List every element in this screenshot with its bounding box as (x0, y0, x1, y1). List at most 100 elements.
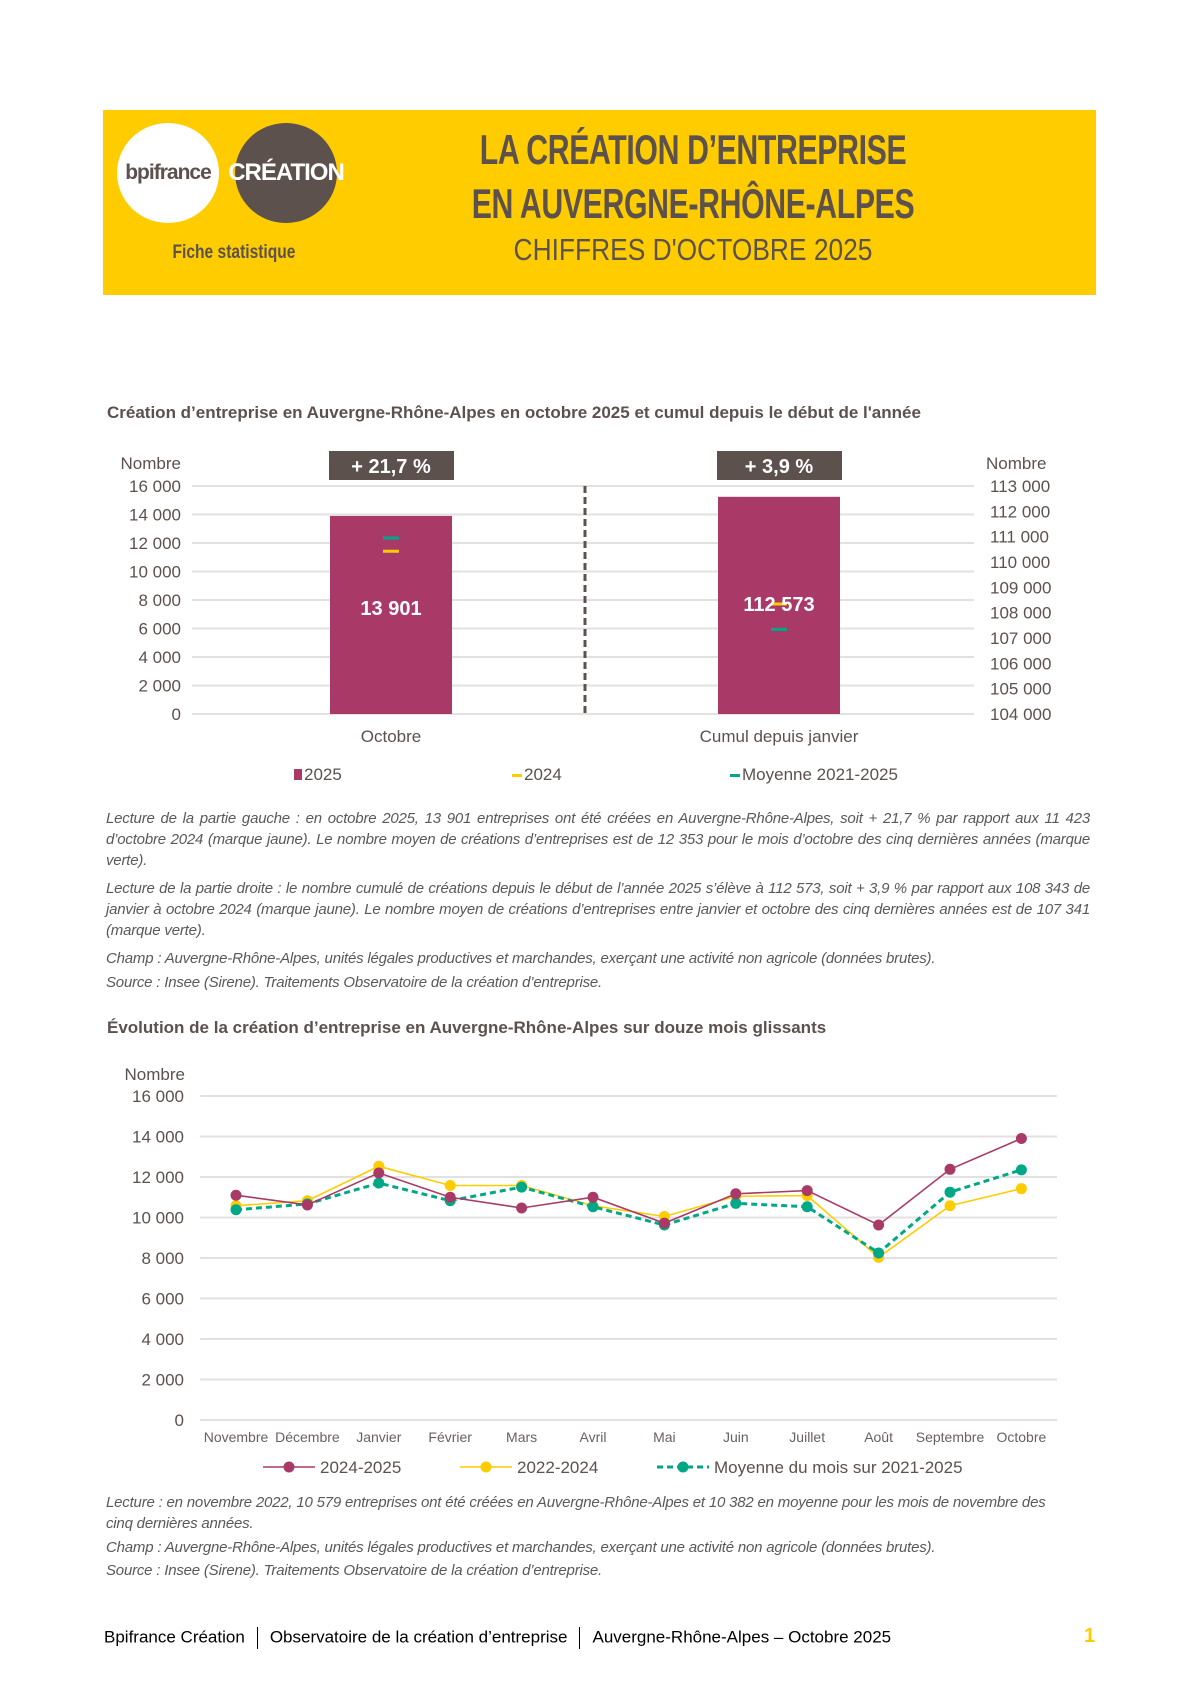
change-badge-label: + 21,7 % (351, 456, 431, 478)
bar-value-label: 13 901 (360, 598, 421, 620)
data-point (944, 1163, 956, 1175)
category-label: Cumul depuis janvier (700, 727, 859, 746)
series-line-1 (235, 1165, 1022, 1259)
data-point (587, 1191, 599, 1203)
x-tick-label: Mai (653, 1429, 676, 1445)
series-line-2 (235, 1168, 1022, 1255)
marker-average (771, 627, 787, 631)
legend-swatch-2025 (294, 769, 302, 780)
data-point (230, 1189, 242, 1201)
data-point (1015, 1164, 1027, 1176)
header-banner: bpifrance CRÉATION Fiche statistique LA … (103, 110, 1096, 295)
y-tick-label: 16 000 (132, 1087, 184, 1106)
series-line-0 (235, 1137, 1022, 1226)
divider (256, 1627, 258, 1649)
data-point (516, 1181, 528, 1193)
data-point (373, 1167, 385, 1179)
right-tick-label: 109 000 (990, 578, 1051, 597)
legend-label: 2022-2024 (517, 1458, 598, 1477)
chart1-title: Création d’entreprise en Auvergne-Rhône-… (107, 403, 921, 422)
x-tick-label: Janvier (356, 1429, 401, 1445)
note-left-reading: Lecture de la partie gauche : en octobre… (106, 810, 1090, 869)
x-tick-label: Mars (506, 1429, 537, 1445)
footer-region-date: Auvergne-Rhône-Alpes – Octobre 2025 (592, 1627, 892, 1647)
data-point (444, 1191, 456, 1203)
note-source: Source : Insee (Sirene). Traitements Obs… (106, 974, 603, 991)
left-tick-label: 10 000 (129, 563, 181, 582)
y-tick-label: 8 000 (141, 1249, 184, 1268)
x-tick-label: Août (864, 1429, 893, 1445)
y-tick-label: 2 000 (141, 1371, 184, 1390)
legend-label: 2025 (304, 765, 342, 784)
page-title-line1: LA CRÉATION D’ENTREPRISE (479, 126, 907, 173)
footer-brand: Bpifrance Création (104, 1627, 245, 1647)
y-tick-label: 4 000 (141, 1330, 184, 1349)
fiche-label: Fiche statistique (172, 242, 296, 263)
left-tick-label: 0 (172, 705, 181, 724)
legend-swatch (730, 774, 740, 777)
data-point (944, 1186, 956, 1198)
chart2-notes: Lecture : en novembre 2022, 10 579 entre… (106, 1492, 1066, 1588)
x-tick-label: Septembre (916, 1429, 985, 1445)
divider (579, 1627, 581, 1649)
right-tick-label: 107 000 (990, 629, 1051, 648)
right-tick-label: 113 000 (990, 477, 1050, 496)
legend-swatch (512, 774, 522, 777)
page-number: 1 (1084, 1625, 1096, 1647)
page-title-line2: EN AUVERGNE-RHÔNE-ALPES (471, 180, 915, 227)
right-tick-label: 110 000 (990, 553, 1050, 572)
change-badge-label: + 3,9 % (745, 456, 814, 478)
change-badge (329, 451, 454, 480)
bar-2025 (330, 515, 452, 714)
data-point (301, 1199, 313, 1211)
left-tick-label: 6 000 (138, 620, 181, 639)
legend-marker (283, 1461, 295, 1473)
marker-average (383, 536, 399, 540)
data-point (873, 1219, 885, 1231)
data-point (230, 1204, 242, 1216)
legend-label: 2024 (524, 765, 562, 784)
data-point (730, 1197, 742, 1209)
data-point (1015, 1183, 1027, 1195)
data-point (801, 1201, 813, 1213)
y-tick-label: 10 000 (132, 1209, 184, 1228)
data-point (873, 1247, 885, 1259)
left-axis-label: Nombre (121, 454, 181, 473)
note-reading: Lecture : en novembre 2022, 10 579 entre… (106, 1494, 1046, 1532)
data-point (658, 1217, 670, 1229)
chart2-title: Évolution de la création d’entreprise en… (107, 1018, 827, 1037)
data-point (444, 1180, 456, 1192)
legend-label: Moyenne du mois sur 2021-2025 (714, 1458, 963, 1477)
note-right-reading: Lecture de la partie droite : le nombre … (106, 880, 1090, 939)
y-tick-label: 6 000 (141, 1290, 184, 1309)
data-point (944, 1200, 956, 1212)
page-subtitle: CHIFFRES D'OCTOBRE 2025 (513, 232, 873, 267)
line-chart: 0 2 000 4 000 6 000 8 000 10 000 12 000 14 000 1… (125, 1065, 1057, 1477)
right-tick-label: 106 000 (990, 654, 1051, 673)
data-point (373, 1177, 385, 1189)
data-point (1015, 1133, 1027, 1145)
footer-observatory: Observatoire de la création d’entreprise (269, 1627, 568, 1647)
data-point (801, 1185, 813, 1197)
y-tick-label: 0 (175, 1411, 184, 1430)
left-tick-label: 2 000 (138, 677, 181, 696)
left-tick-label: 14 000 (129, 506, 181, 525)
x-tick-label: Juin (723, 1429, 749, 1445)
left-tick-label: 12 000 (129, 534, 181, 553)
note-champ: Champ : Auvergne-Rhône-Alpes, unités lég… (106, 1539, 936, 1556)
legend-marker (480, 1461, 492, 1473)
x-tick-label: Novembre (204, 1429, 269, 1445)
left-tick-label: 16 000 (129, 477, 181, 496)
data-point (730, 1188, 742, 1200)
bar-chart: 0 2 000 4 000 6 000 8 000 10 000 12 000 14 000 1… (121, 451, 1051, 784)
left-tick-label: 8 000 (138, 591, 181, 610)
legend-marker (677, 1461, 689, 1473)
x-tick-label: Juillet (789, 1429, 825, 1445)
data-point (516, 1202, 528, 1214)
marker-2024 (771, 602, 787, 606)
change-badge (717, 451, 842, 480)
x-tick-label: Décembre (275, 1429, 340, 1445)
y-axis-label: Nombre (125, 1065, 185, 1084)
right-tick-label: 112 000 (990, 502, 1050, 521)
right-tick-label: 105 000 (990, 680, 1051, 699)
